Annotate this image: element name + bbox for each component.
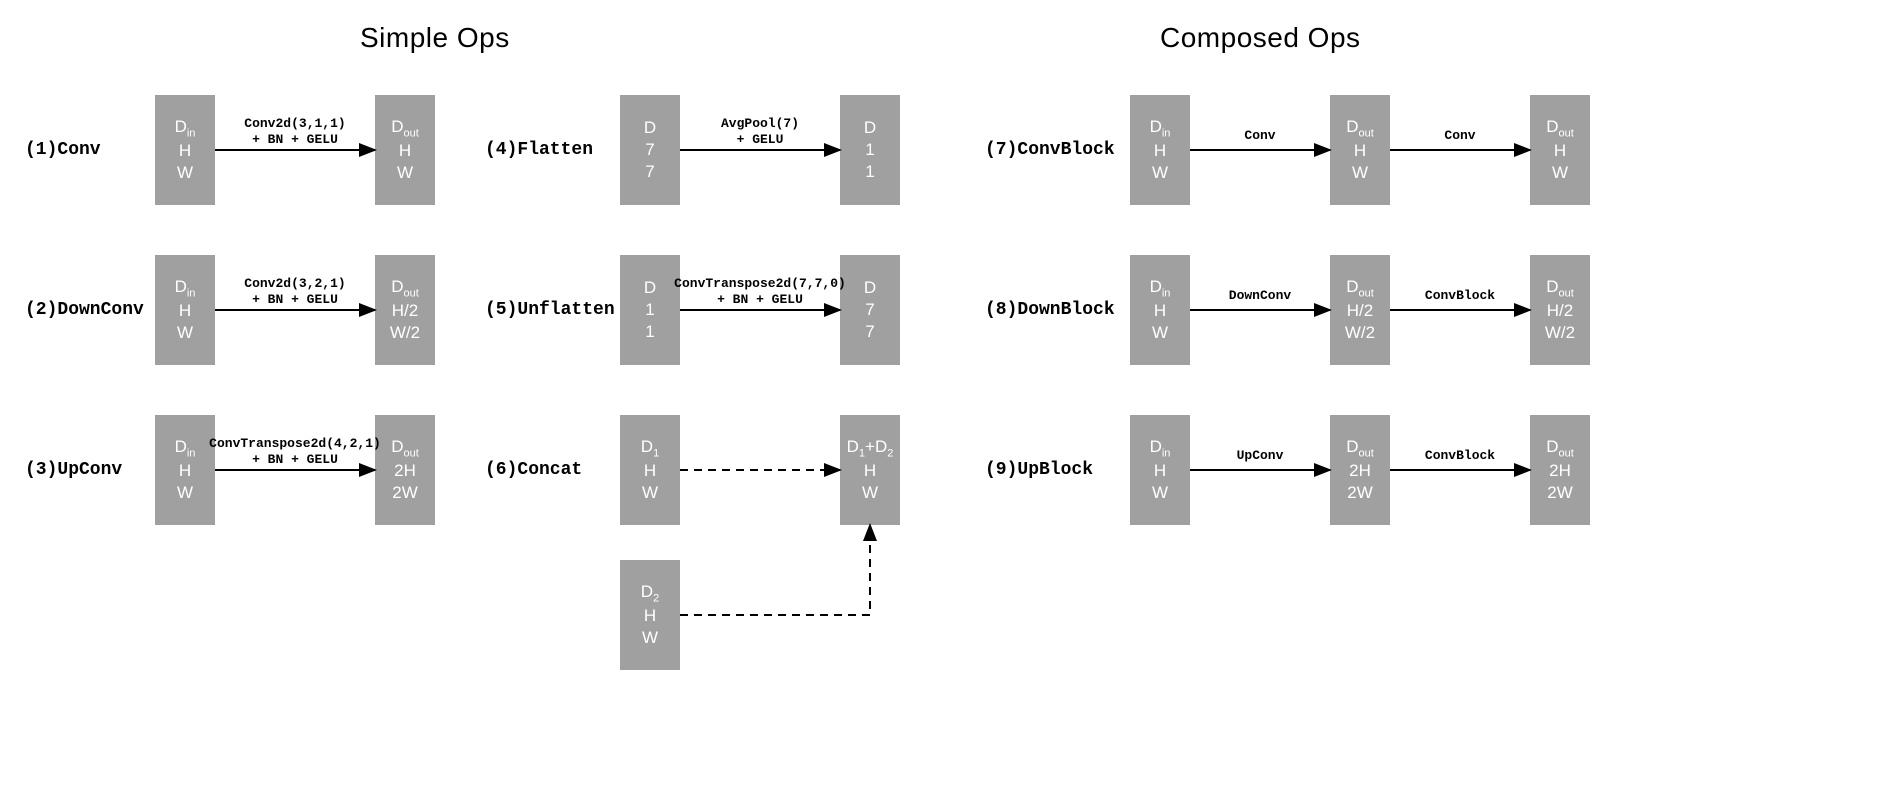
tensor-box: DinHW (155, 415, 215, 525)
section-title: Simple Ops (360, 22, 510, 54)
tensor-box: D2HW (620, 560, 680, 670)
tensor-dim: W (1352, 162, 1368, 184)
tensor-dim: W (1152, 162, 1168, 184)
tensor-dim: W (642, 482, 658, 504)
tensor-box: DinHW (155, 255, 215, 365)
tensor-dim: Din (175, 116, 196, 141)
tensor-dim: H (644, 605, 656, 627)
tensor-box: Dout2H2W (375, 415, 435, 525)
tensor-box: D1+D2HW (840, 415, 900, 525)
op-label: (3)UpConv (25, 460, 122, 480)
arrow-label: UpConv (1160, 448, 1360, 464)
tensor-box: D11 (620, 255, 680, 365)
arrow (680, 525, 870, 615)
tensor-dim: D1 (641, 436, 659, 461)
arrow-label: AvgPool(7)+ GELU (660, 116, 860, 149)
arrow-label: Conv2d(3,1,1)+ BN + GELU (195, 116, 395, 149)
tensor-dim: 1 (865, 139, 874, 161)
tensor-box: DoutHW (1530, 95, 1590, 205)
tensor-dim: W/2 (1545, 322, 1575, 344)
arrow-label: ConvTranspose2d(7,7,0)+ BN + GELU (660, 276, 860, 309)
tensor-dim: H/2 (392, 300, 418, 322)
tensor-dim: Din (175, 436, 196, 461)
arrow-label: ConvTranspose2d(4,2,1)+ BN + GELU (195, 436, 395, 469)
tensor-dim: Dout (391, 116, 419, 141)
tensor-dim: 1 (865, 161, 874, 183)
tensor-dim: 2H (394, 460, 416, 482)
diagram-canvas: Simple Ops Composed Ops (1)Conv (2)DownConv… (0, 0, 1904, 806)
arrow-label: DownConv (1160, 288, 1360, 304)
tensor-dim: W (1152, 322, 1168, 344)
tensor-dim: W (177, 322, 193, 344)
arrow-label: ConvBlock (1360, 448, 1560, 464)
tensor-dim: 1 (645, 299, 654, 321)
tensor-box: D1HW (620, 415, 680, 525)
tensor-dim: D2 (641, 581, 659, 606)
tensor-dim: W (1152, 482, 1168, 504)
tensor-dim: H (399, 140, 411, 162)
tensor-dim: H (644, 460, 656, 482)
tensor-dim: Dout (391, 436, 419, 461)
arrow-label: Conv (1160, 128, 1360, 144)
tensor-box: DinHW (1130, 415, 1190, 525)
tensor-box: Dout2H2W (1330, 415, 1390, 525)
tensor-dim: H (179, 460, 191, 482)
tensor-box: D11 (840, 95, 900, 205)
tensor-dim: D (864, 117, 876, 139)
tensor-dim: 1 (645, 321, 654, 343)
tensor-dim: D1+D2 (847, 436, 894, 461)
tensor-box: DoutH/2W/2 (1330, 255, 1390, 365)
tensor-dim: 7 (865, 321, 874, 343)
tensor-dim: W (642, 627, 658, 649)
op-label: (9)UpBlock (985, 460, 1093, 480)
tensor-dim: 7 (645, 139, 654, 161)
tensor-dim: 2W (1547, 482, 1573, 504)
tensor-dim: 7 (645, 161, 654, 183)
arrow-label: Conv (1360, 128, 1560, 144)
op-label: (4)Flatten (485, 140, 593, 160)
arrow-label: ConvBlock (1360, 288, 1560, 304)
tensor-box: DoutHW (375, 95, 435, 205)
tensor-box: DinHW (1130, 255, 1190, 365)
op-label: (8)DownBlock (985, 300, 1115, 320)
tensor-box: DoutHW (1330, 95, 1390, 205)
op-label: (5)Unflatten (485, 300, 615, 320)
tensor-box: DinHW (155, 95, 215, 205)
tensor-dim: H (864, 460, 876, 482)
op-label: (7)ConvBlock (985, 140, 1115, 160)
arrow-label: Conv2d(3,2,1)+ BN + GELU (195, 276, 395, 309)
tensor-dim: D (864, 277, 876, 299)
tensor-dim: H (179, 140, 191, 162)
tensor-dim: Dout (391, 276, 419, 301)
tensor-dim: 2W (392, 482, 418, 504)
op-label: (6)Concat (485, 460, 582, 480)
tensor-dim: 2W (1347, 482, 1373, 504)
tensor-dim: W/2 (1345, 322, 1375, 344)
tensor-box: Dout2H2W (1530, 415, 1590, 525)
tensor-dim: 7 (865, 299, 874, 321)
tensor-dim: W (177, 482, 193, 504)
tensor-dim: D (644, 277, 656, 299)
op-label: (2)DownConv (25, 300, 144, 320)
tensor-dim: H (179, 300, 191, 322)
tensor-box: D77 (620, 95, 680, 205)
tensor-dim: W (177, 162, 193, 184)
tensor-box: DoutH/2W/2 (1530, 255, 1590, 365)
tensor-box: D77 (840, 255, 900, 365)
tensor-dim: W (397, 162, 413, 184)
tensor-dim: Din (175, 276, 196, 301)
op-label: (1)Conv (25, 140, 101, 160)
tensor-dim: W (862, 482, 878, 504)
tensor-box: DoutH/2W/2 (375, 255, 435, 365)
section-title: Composed Ops (1160, 22, 1361, 54)
tensor-dim: W/2 (390, 322, 420, 344)
tensor-box: DinHW (1130, 95, 1190, 205)
tensor-dim: D (644, 117, 656, 139)
tensor-dim: W (1552, 162, 1568, 184)
